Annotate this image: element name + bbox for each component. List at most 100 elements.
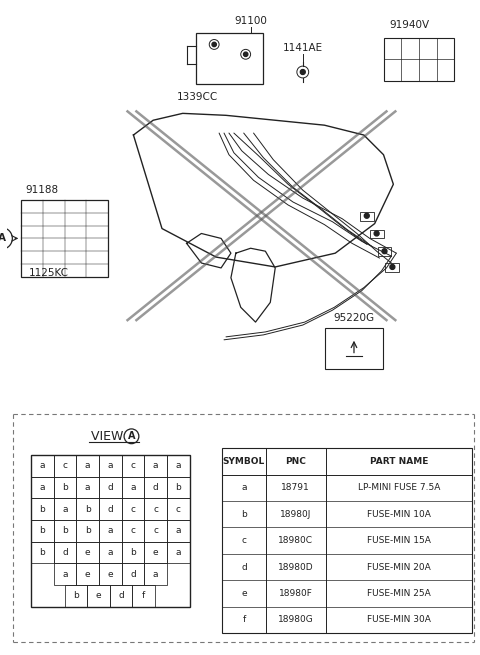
Bar xyxy=(54,498,76,520)
Text: d: d xyxy=(108,483,113,492)
Bar xyxy=(370,229,384,238)
Text: f: f xyxy=(242,616,246,624)
Bar xyxy=(144,520,167,542)
Text: 18791: 18791 xyxy=(281,483,310,493)
Bar xyxy=(31,520,54,542)
Bar xyxy=(54,520,76,542)
Bar xyxy=(121,498,144,520)
Bar xyxy=(121,455,144,477)
Text: a: a xyxy=(241,483,247,493)
Text: 18980F: 18980F xyxy=(279,589,313,598)
Text: b: b xyxy=(241,510,247,519)
Text: c: c xyxy=(153,527,158,535)
Text: 91188: 91188 xyxy=(25,185,59,195)
Bar xyxy=(384,37,455,81)
Text: c: c xyxy=(131,527,135,535)
Text: e: e xyxy=(96,591,101,600)
Bar xyxy=(385,263,399,272)
Bar xyxy=(76,477,99,498)
Bar xyxy=(167,455,190,477)
Text: a: a xyxy=(62,570,68,578)
Text: a: a xyxy=(176,548,181,557)
Text: a: a xyxy=(40,461,45,470)
Bar xyxy=(144,477,167,498)
Text: SYMBOL: SYMBOL xyxy=(223,457,265,466)
Text: e: e xyxy=(153,548,158,557)
Text: b: b xyxy=(130,548,136,557)
Text: e: e xyxy=(108,570,113,578)
Text: d: d xyxy=(62,548,68,557)
Bar xyxy=(76,498,99,520)
Circle shape xyxy=(300,69,305,75)
Bar xyxy=(167,477,190,498)
Text: b: b xyxy=(39,527,45,535)
Bar xyxy=(378,247,391,256)
Bar xyxy=(31,498,54,520)
Text: a: a xyxy=(85,483,90,492)
Text: d: d xyxy=(130,570,136,578)
Text: PART NAME: PART NAME xyxy=(370,457,428,466)
Text: b: b xyxy=(62,483,68,492)
Bar xyxy=(110,585,132,607)
Text: c: c xyxy=(62,461,68,470)
Bar xyxy=(360,212,373,221)
Text: A: A xyxy=(0,233,5,244)
Text: c: c xyxy=(131,504,135,514)
Text: d: d xyxy=(153,483,158,492)
Bar xyxy=(64,585,87,607)
Bar xyxy=(99,477,121,498)
Bar xyxy=(54,563,76,585)
Bar xyxy=(144,542,167,563)
Text: a: a xyxy=(108,527,113,535)
Circle shape xyxy=(243,52,248,56)
Text: b: b xyxy=(62,527,68,535)
Text: FUSE-MIN 25A: FUSE-MIN 25A xyxy=(367,589,431,598)
Text: A: A xyxy=(128,431,135,441)
Text: c: c xyxy=(131,461,135,470)
Bar xyxy=(31,455,190,607)
Text: 91100: 91100 xyxy=(234,16,267,26)
Bar xyxy=(99,542,121,563)
Bar xyxy=(222,448,472,633)
Text: a: a xyxy=(176,527,181,535)
Text: PNC: PNC xyxy=(286,457,306,466)
Text: a: a xyxy=(40,483,45,492)
Text: e: e xyxy=(85,570,90,578)
Bar xyxy=(87,585,110,607)
Bar xyxy=(144,455,167,477)
Text: e: e xyxy=(85,548,90,557)
Text: c: c xyxy=(153,504,158,514)
Text: 1141AE: 1141AE xyxy=(283,43,323,53)
Text: b: b xyxy=(39,504,45,514)
Text: b: b xyxy=(73,591,79,600)
Text: f: f xyxy=(142,591,145,600)
Text: b: b xyxy=(39,548,45,557)
Text: 18980D: 18980D xyxy=(278,563,313,572)
Text: a: a xyxy=(176,461,181,470)
Text: 18980J: 18980J xyxy=(280,510,312,519)
Text: c: c xyxy=(176,504,181,514)
Circle shape xyxy=(390,265,395,269)
Text: 95220G: 95220G xyxy=(334,313,374,323)
Bar xyxy=(54,455,76,477)
Bar xyxy=(99,498,121,520)
Bar xyxy=(76,563,99,585)
Bar xyxy=(121,520,144,542)
Bar xyxy=(121,563,144,585)
Text: 18980G: 18980G xyxy=(278,616,314,624)
Bar xyxy=(325,328,383,369)
Bar xyxy=(99,455,121,477)
Text: b: b xyxy=(85,504,91,514)
Text: FUSE-MIN 10A: FUSE-MIN 10A xyxy=(367,510,431,519)
Text: b: b xyxy=(175,483,181,492)
Bar xyxy=(167,520,190,542)
Text: a: a xyxy=(108,461,113,470)
Text: a: a xyxy=(153,461,158,470)
Bar xyxy=(99,520,121,542)
Text: FUSE-MIN 20A: FUSE-MIN 20A xyxy=(367,563,431,572)
Bar xyxy=(31,477,54,498)
Bar xyxy=(76,455,99,477)
Text: FUSE-MIN 30A: FUSE-MIN 30A xyxy=(367,616,431,624)
Text: d: d xyxy=(118,591,124,600)
Text: d: d xyxy=(108,504,113,514)
